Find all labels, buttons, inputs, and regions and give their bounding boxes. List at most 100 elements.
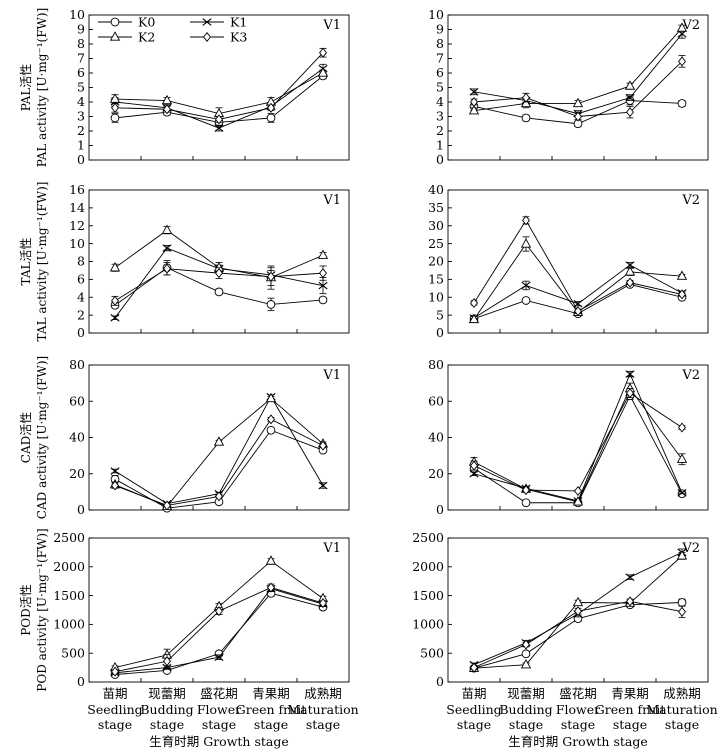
legend-marker-K2-marker-triangle [109,31,121,41]
data-point-K1-marker-x [469,88,479,96]
data-point-K2-marker-triangle [317,67,329,77]
x-category-en-stage: stage [613,717,647,732]
data-point-K1-marker-x [318,281,328,290]
legend-marker-K0-marker-circle [110,17,120,27]
panel-label: V2 [681,368,700,383]
data-point-K0-marker-circle [677,99,687,108]
data-point-K3-marker-diamond [626,388,634,399]
x-category-en: Budding [499,702,552,717]
y-axis-label-zh: POD活性 [19,584,33,636]
series-K1 [110,584,328,677]
data-point-K2-marker-triangle [624,80,636,90]
series-K3 [111,414,327,511]
x-category-zh: 青果期 [611,686,649,701]
y-tick-label: 0 [436,152,444,167]
y-tick-label: 2 [436,123,444,138]
x-category-zh: 现蕾期 [148,686,186,701]
x-category-en-stage: stage [306,717,340,732]
data-point-K2-marker-triangle [265,555,277,565]
y-tick-label: 4 [77,94,85,109]
chart-panel-tal-v2: 0 5 10 15 20 25 30 35 40 V2 [428,182,709,340]
legend-entry-K0: K0 [98,15,155,30]
x-axis-title: 生育时期 Growth stage [149,734,289,749]
y-tick-label: 80 [69,357,85,372]
x-category-zh: 青果期 [252,686,290,701]
y-tick-label: 1500 [412,588,444,603]
chart-panel-pod-v1: 0 500 1000 1500 2000 2500 V1 POD活性 POD activity … [19,528,359,749]
series-line-K3 [473,392,683,492]
data-point-K3-marker-diamond [574,485,582,496]
x-category-zh: 现蕾期 [507,686,545,701]
data-point-K1-marker-x [469,469,479,478]
plot-frame [88,189,350,334]
data-point-K3-marker-diamond [111,102,119,113]
data-point-K3-marker-diamond [522,639,530,650]
y-tick-label: 80 [428,357,444,372]
data-point-K3-marker-diamond [470,297,478,308]
y-tick-label: 2500 [412,530,444,545]
data-point-K3-marker-diamond [215,268,223,279]
y-tick-label: 5 [436,307,444,322]
y-tick-label: 10 [428,7,444,22]
panel-label: V2 [681,18,700,33]
data-point-K3-marker-diamond [678,56,686,67]
x-category-en-stage: stage [254,717,288,732]
data-point-K3-marker-diamond [470,96,478,108]
y-tick-label: 2 [77,123,85,138]
plot-frame [88,537,350,683]
data-point-K3-marker-diamond [678,606,686,617]
legend-entry-K2: K2 [98,30,155,45]
data-point-K1-marker-x [110,314,120,322]
y-tick-label: 2000 [53,559,85,574]
y-axis-label-zh: CAD活性 [19,412,33,463]
series-K3 [111,261,327,306]
data-point-K2-marker-triangle [109,262,121,272]
data-point-K2-marker-triangle [676,453,688,463]
x-category-en: Maturation [646,702,717,717]
data-point-K3-marker-diamond [574,111,582,122]
panel-label: V1 [322,541,341,556]
y-tick-label: 15 [428,272,444,287]
y-tick-label: 20 [69,466,85,481]
y-tick-label: 0 [77,325,85,340]
panel-label: V1 [322,193,341,208]
series-line-K1 [473,372,683,502]
data-point-K1-marker-x [625,370,635,378]
x-axis-title: 生育时期 Growth stage [508,734,648,749]
data-point-K3-marker-diamond [215,114,223,125]
y-tick-label: 30 [428,218,444,233]
data-point-K3-marker-diamond [267,582,275,593]
data-point-K0-marker-circle [266,300,276,309]
data-point-K2-marker-triangle [676,22,688,32]
x-category-zh: 盛花期 [200,686,238,701]
data-point-K3-marker-diamond [319,440,327,451]
x-category-en: Seedling [446,702,501,717]
y-tick-label: 60 [69,393,85,408]
legend-entry-K1: K1 [190,15,247,30]
y-tick-label: 20 [428,254,444,269]
data-point-K0-marker-circle [521,649,531,659]
y-tick-label: 0 [436,325,444,340]
y-tick-label: 6 [436,65,444,80]
x-category-zh: 成熟期 [304,686,342,701]
plot-frame [447,537,709,683]
data-point-K2-marker-triangle [572,496,584,506]
y-axis-label-en: CAD activity [U·mg⁻¹(FW)] [35,356,49,519]
series-K3 [470,215,686,317]
y-tick-label: 16 [69,182,85,197]
data-point-K2-marker-triangle [161,224,173,234]
x-category-zh: 苗期 [102,686,127,701]
data-point-K0-marker-circle [266,425,276,435]
y-tick-label: 7 [436,51,444,66]
legend-label: K3 [230,30,247,45]
data-point-K3-marker-diamond [163,104,171,115]
data-point-K1-marker-x [110,467,120,475]
y-tick-label: 2000 [412,559,444,574]
data-point-K2-marker-triangle [468,313,480,324]
y-tick-label: 2500 [53,530,85,545]
data-point-K3-marker-diamond [163,656,171,667]
data-point-K3-marker-diamond [626,107,634,118]
